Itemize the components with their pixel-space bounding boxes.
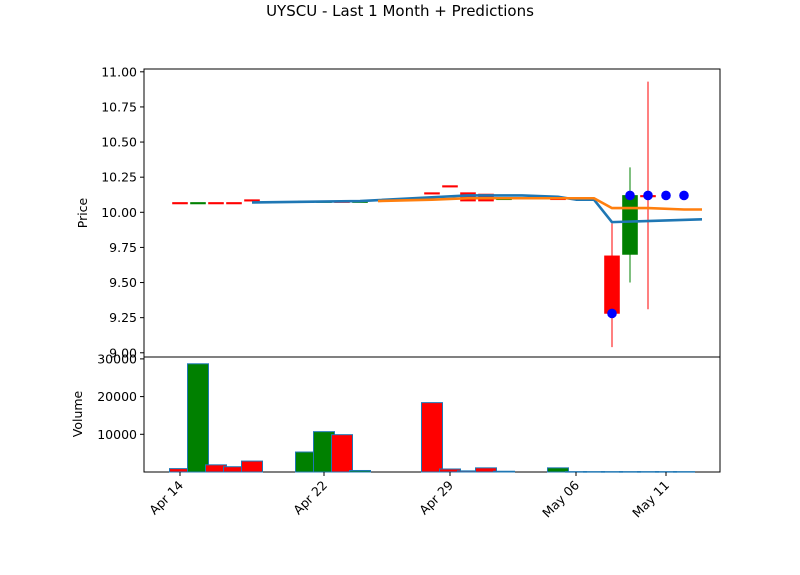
price-plot-area bbox=[172, 81, 703, 348]
volume-bar bbox=[241, 460, 263, 473]
price-y-ticks: 9.00 9.25 9.50 9.75 10.00 10.25 10.50 10.75 11.0… bbox=[101, 64, 144, 360]
candle bbox=[208, 202, 224, 205]
volume-plot-area bbox=[169, 363, 695, 473]
volume-bar bbox=[547, 467, 569, 473]
price-y-tick-label: 10.50 bbox=[101, 135, 137, 150]
candle bbox=[424, 192, 440, 195]
candle bbox=[244, 199, 260, 202]
volume-bar bbox=[349, 469, 371, 473]
candle bbox=[604, 223, 620, 348]
price-y-tick-label: 9.25 bbox=[109, 310, 137, 325]
candle bbox=[190, 202, 206, 205]
volume-bar bbox=[331, 434, 353, 473]
candle bbox=[226, 202, 242, 205]
x-tick-label: May 06 bbox=[539, 477, 582, 520]
x-tick-label: Apr 14 bbox=[146, 477, 186, 517]
candle bbox=[172, 202, 188, 205]
price-y-tick-label: 10.75 bbox=[101, 99, 137, 114]
candle-body bbox=[226, 202, 242, 205]
price-y-axis-label: Price bbox=[75, 197, 90, 228]
volume-panel: 10000 20000 30000 Volume bbox=[70, 351, 721, 473]
volume-bar bbox=[475, 467, 497, 473]
x-tick-label: Apr 22 bbox=[290, 478, 330, 518]
price-y-tick-label: 11.00 bbox=[101, 64, 137, 79]
chart-title: UYSCU - Last 1 Month + Predictions bbox=[266, 2, 534, 20]
volume-y-ticks: 10000 20000 30000 bbox=[97, 351, 144, 442]
prediction-point bbox=[679, 190, 689, 201]
prediction-point bbox=[625, 190, 635, 201]
volume-bar bbox=[421, 402, 443, 473]
volume-y-tick-label: 20000 bbox=[97, 389, 137, 404]
price-y-tick-label: 9.00 bbox=[109, 345, 137, 360]
prediction-point bbox=[661, 190, 671, 201]
candle-body bbox=[190, 202, 206, 205]
price-y-tick-label: 9.75 bbox=[109, 240, 137, 255]
volume-bar bbox=[493, 470, 515, 473]
moving-average-orange-line bbox=[377, 196, 702, 211]
candle-body bbox=[208, 202, 224, 205]
prediction-point bbox=[643, 190, 653, 201]
candle-body bbox=[442, 185, 458, 188]
candle bbox=[442, 185, 458, 188]
candle-body bbox=[424, 192, 440, 195]
candle-body bbox=[622, 195, 638, 255]
price-y-tick-label: 10.00 bbox=[101, 205, 137, 220]
volume-bar bbox=[187, 363, 209, 473]
prediction-point bbox=[607, 308, 617, 319]
candle-body bbox=[172, 202, 188, 205]
price-panel: 9.00 9.25 9.50 9.75 10.00 10.25 10.50 10.75 11.0… bbox=[75, 64, 721, 360]
candle bbox=[622, 167, 638, 283]
price-y-tick-label: 10.25 bbox=[101, 170, 137, 185]
candle-body bbox=[244, 199, 260, 202]
price-y-tick-label: 9.50 bbox=[109, 275, 137, 290]
x-tick-label: Apr 29 bbox=[416, 477, 456, 517]
volume-y-tick-label: 10000 bbox=[97, 427, 137, 442]
candle-body bbox=[604, 255, 620, 314]
volume-y-axis-label: Volume bbox=[70, 390, 85, 437]
moving-average-blue-line bbox=[251, 194, 703, 224]
x-axis-ticks: Apr 14 Apr 22 Apr 29 May 06 May 11 bbox=[146, 472, 672, 520]
x-tick-label: May 11 bbox=[629, 478, 672, 521]
volume-y-tick-label: 30000 bbox=[97, 351, 137, 366]
volume-bar bbox=[673, 471, 695, 473]
